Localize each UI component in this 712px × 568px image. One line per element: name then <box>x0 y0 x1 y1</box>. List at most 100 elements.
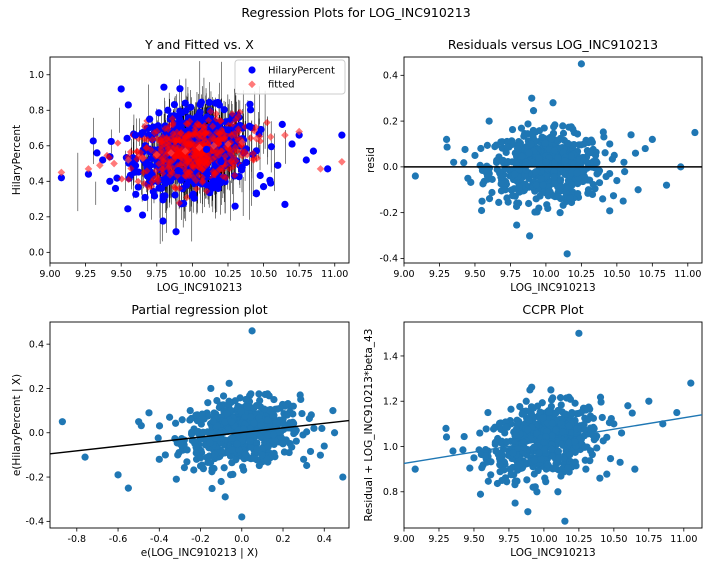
fitted-point <box>181 133 189 141</box>
data-point <box>533 488 541 496</box>
data-point <box>662 181 671 189</box>
data-point <box>245 122 253 130</box>
data-point <box>107 137 115 146</box>
data-point <box>482 425 490 433</box>
data-point <box>691 128 699 137</box>
data-point <box>227 434 236 442</box>
data-point <box>485 195 494 203</box>
data-point <box>507 471 515 479</box>
x-tick-label: 10.75 <box>286 269 313 280</box>
data-point <box>502 423 510 432</box>
fitted-point <box>175 199 183 207</box>
data-point <box>267 143 276 151</box>
data-point <box>552 464 560 473</box>
data-point <box>568 408 576 417</box>
data-point <box>183 446 191 454</box>
data-point <box>574 189 582 198</box>
fitted-point <box>124 156 133 164</box>
data-point <box>524 508 532 516</box>
data-point <box>210 177 218 185</box>
fitted-point <box>84 165 93 173</box>
data-point <box>529 107 538 115</box>
data-point <box>570 128 578 137</box>
data-point <box>532 181 540 189</box>
data-point <box>525 416 533 424</box>
fitted-point <box>96 161 104 170</box>
data-point <box>155 422 164 430</box>
fitted-point <box>295 127 303 136</box>
data-point <box>564 139 572 147</box>
x-tick-label: 9.25 <box>428 534 449 545</box>
data-point <box>498 476 506 485</box>
data-point <box>289 402 297 410</box>
fitted-point <box>154 175 162 183</box>
data-point <box>571 399 579 407</box>
data-point <box>526 232 534 240</box>
fitted-point <box>181 147 190 155</box>
data-point <box>565 422 573 430</box>
data-point <box>310 424 318 432</box>
x-axis-label: LOG_INC910213 <box>510 282 596 294</box>
data-point <box>264 431 272 439</box>
fitted-point <box>103 151 111 160</box>
data-point <box>113 174 121 182</box>
data-point <box>213 422 221 430</box>
fitted-point <box>249 149 257 158</box>
data-point <box>549 99 557 107</box>
data-point <box>550 146 559 155</box>
data-point <box>557 182 565 191</box>
data-point <box>595 179 604 187</box>
data-point <box>576 435 584 443</box>
data-point <box>589 181 597 189</box>
data-point <box>238 163 246 171</box>
fitted-point <box>216 166 224 174</box>
y-tick-label: 1.4 <box>383 351 398 362</box>
data-point <box>596 474 604 482</box>
legend-frame <box>234 59 346 95</box>
panel-title: Residuals versus LOG_INC910213 <box>448 37 658 52</box>
legend-marker-fitted <box>248 80 256 89</box>
x-tick-label: 9.00 <box>393 534 414 545</box>
fitted-point <box>150 175 158 183</box>
data-point <box>598 413 606 422</box>
data-point <box>270 449 278 457</box>
data-point <box>599 128 607 136</box>
data-point <box>575 329 583 337</box>
fitted-point <box>188 138 196 147</box>
legend-entry-fitted: fitted <box>268 80 295 91</box>
data-point <box>220 464 228 472</box>
data-point <box>276 404 284 412</box>
data-point <box>197 98 205 106</box>
data-point <box>538 133 546 141</box>
data-point <box>204 458 212 467</box>
data-point <box>550 159 558 167</box>
data-point <box>330 429 339 437</box>
data-point <box>300 455 308 463</box>
data-point <box>513 461 522 469</box>
data-point <box>523 476 531 484</box>
data-point <box>570 160 578 168</box>
data-point <box>231 202 239 210</box>
data-point <box>529 126 537 135</box>
data-point <box>477 206 486 215</box>
fitted-point <box>252 123 260 131</box>
data-point <box>502 438 511 446</box>
data-point <box>81 453 89 461</box>
data-point <box>161 192 169 200</box>
data-point <box>581 456 589 464</box>
data-point <box>483 162 491 170</box>
data-point <box>256 171 264 180</box>
data-point <box>192 411 200 419</box>
data-point <box>487 471 495 479</box>
data-point <box>177 176 185 184</box>
data-point <box>568 169 576 177</box>
data-point <box>495 198 503 206</box>
data-point <box>221 493 229 501</box>
data-point <box>235 445 243 454</box>
data-point <box>497 180 505 188</box>
fitted-point <box>221 152 229 160</box>
data-point <box>616 458 624 466</box>
fitted-point <box>204 116 213 125</box>
fitted-point <box>230 153 238 161</box>
fitted-point <box>231 143 239 151</box>
